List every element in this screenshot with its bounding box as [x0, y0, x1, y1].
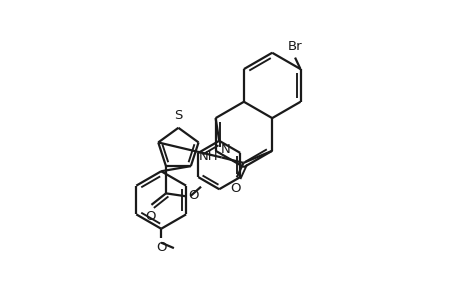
Text: O: O	[230, 182, 241, 195]
Text: N: N	[221, 143, 231, 156]
Text: Br: Br	[288, 40, 302, 53]
Text: O: O	[156, 241, 166, 254]
Text: O: O	[188, 189, 199, 202]
Text: NH: NH	[199, 150, 219, 163]
Text: O: O	[145, 210, 156, 223]
Text: S: S	[174, 109, 183, 122]
